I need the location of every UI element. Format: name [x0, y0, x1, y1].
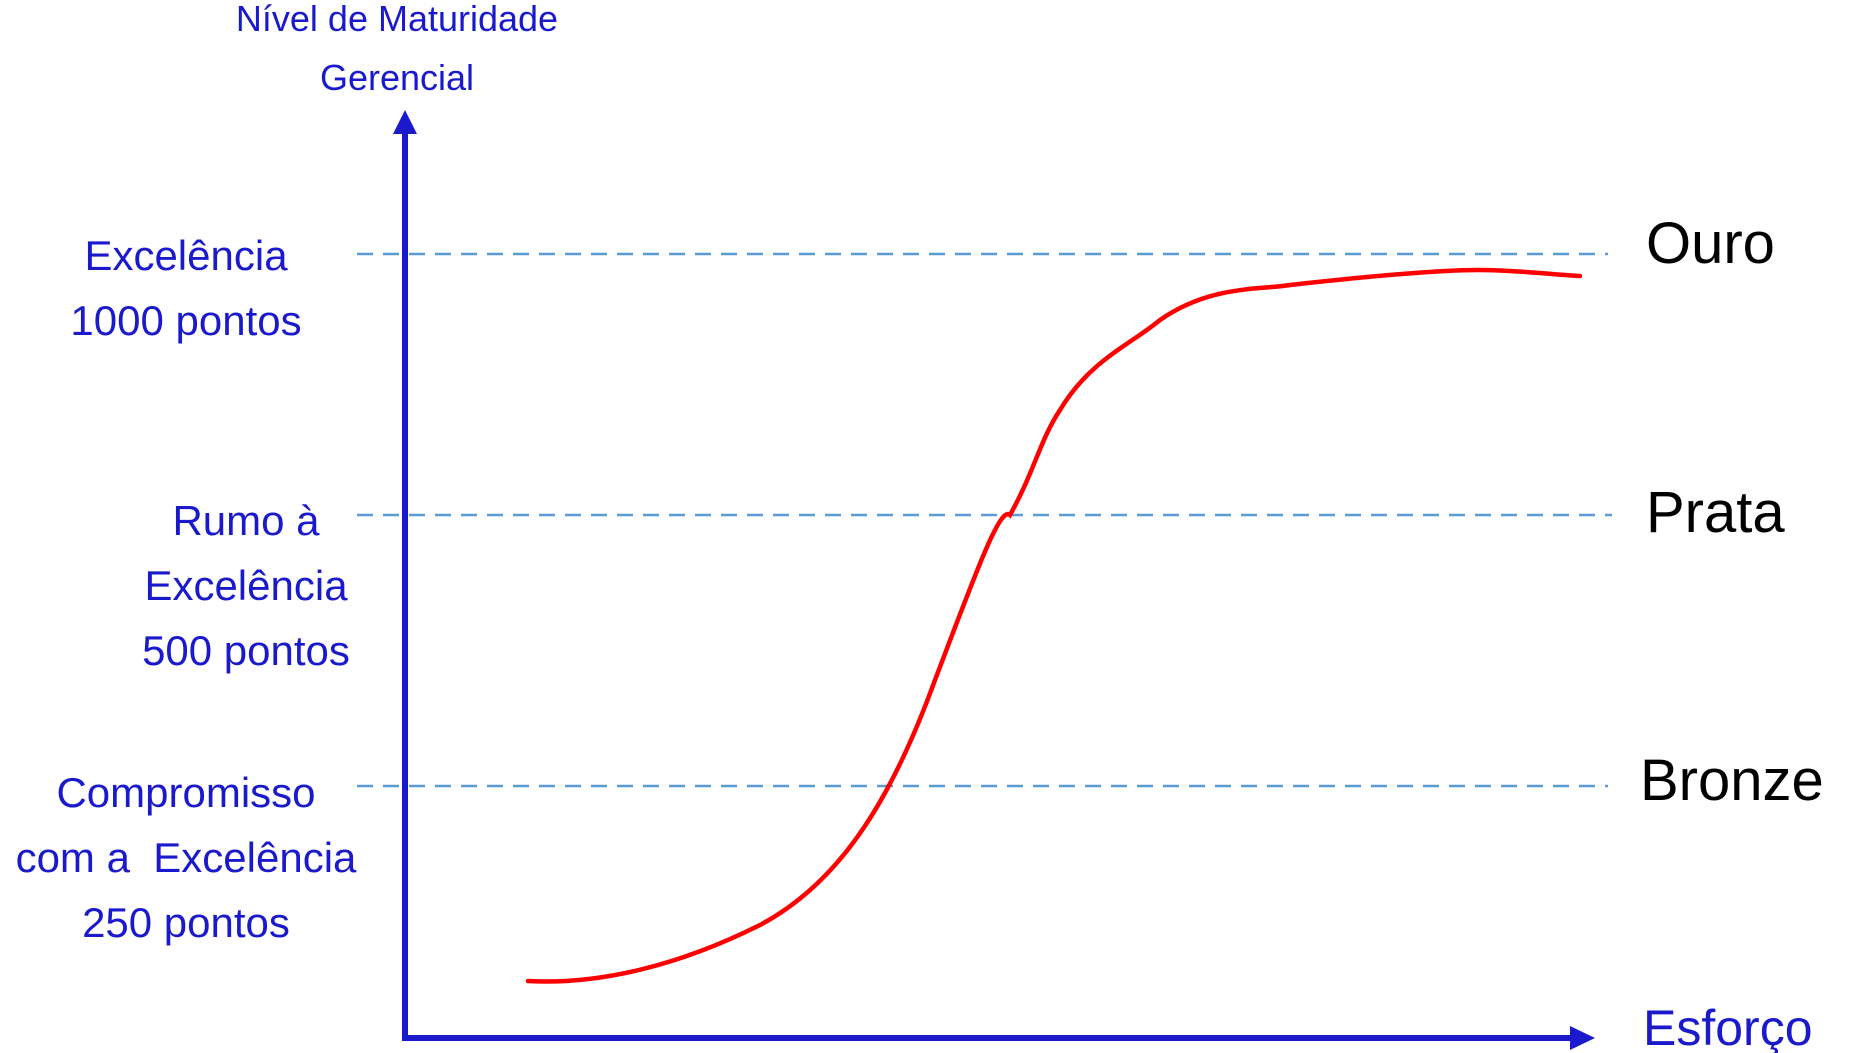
- x-axis-title: Esforço: [1643, 1000, 1813, 1053]
- level-label-rumo-line-3: 500 pontos: [142, 627, 350, 674]
- level-label-excelencia-line-1: Excelência: [84, 232, 288, 279]
- level-label-excelencia: Excelência 1000 pontos: [70, 232, 301, 344]
- medal-label-prata: Prata: [1646, 480, 1785, 545]
- level-label-rumo-line-2: Excelência: [144, 562, 348, 609]
- level-label-compromisso-line-3: 250 pontos: [82, 899, 290, 946]
- maturity-curve: [525, 267, 1583, 984]
- y-axis-title-line-2: Gerencial: [320, 57, 474, 98]
- x-axis: [402, 1026, 1595, 1050]
- x-axis-arrowhead: [1570, 1026, 1595, 1050]
- level-label-excelencia-line-2: 1000 pontos: [70, 297, 301, 344]
- level-label-compromisso-line-1: Compromisso: [56, 769, 315, 816]
- medal-label-bronze: Bronze: [1640, 748, 1824, 813]
- y-axis-title-line-1: Nível de Maturidade: [236, 0, 558, 39]
- medal-label-ouro: Ouro: [1646, 211, 1775, 276]
- level-label-compromisso-line-2: com a Excelência: [16, 834, 357, 881]
- y-axis: [393, 110, 417, 1040]
- level-label-rumo-line-1: Rumo à: [172, 497, 320, 544]
- level-label-rumo: Rumo à Excelência 500 pontos: [142, 497, 350, 674]
- y-axis-arrowhead: [393, 110, 417, 134]
- level-label-compromisso: Compromisso com a Excelência 250 pontos: [16, 769, 357, 946]
